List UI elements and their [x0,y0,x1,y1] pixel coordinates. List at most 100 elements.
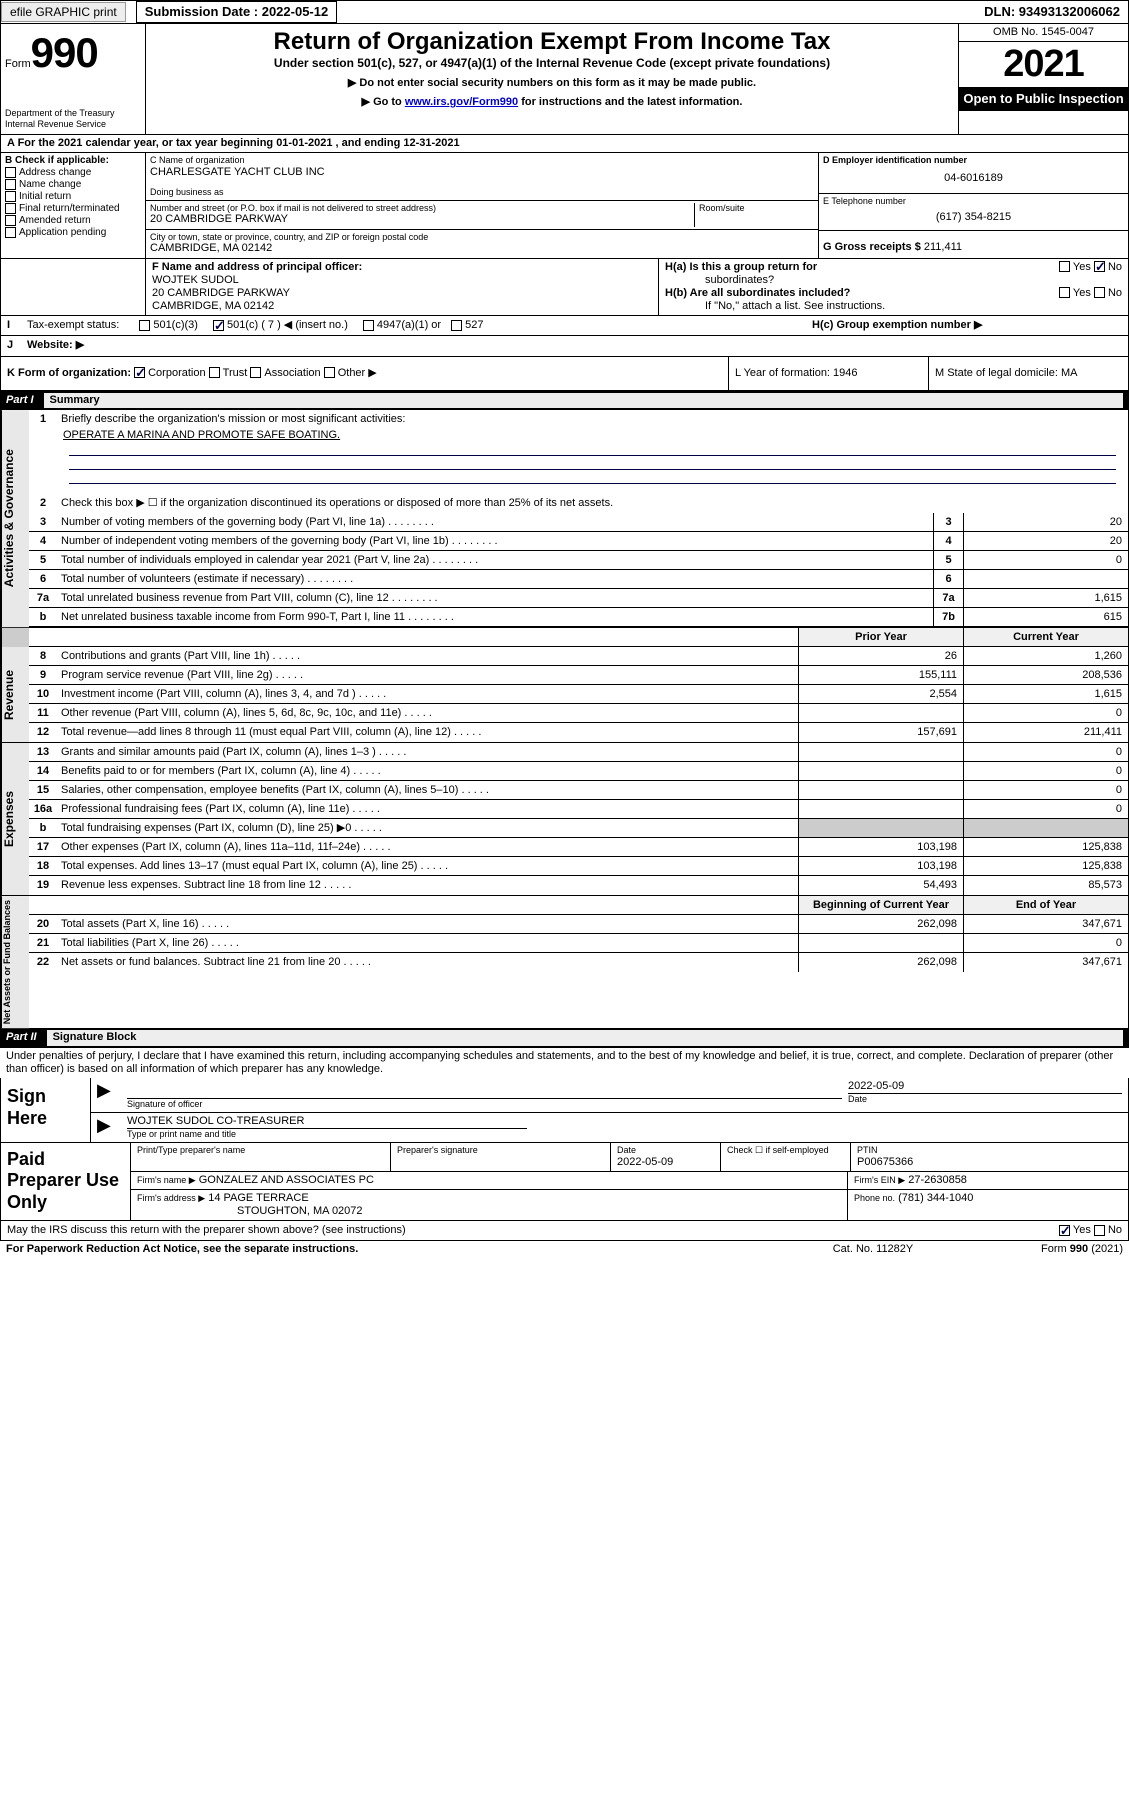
may-irs-no-label: No [1108,1224,1122,1236]
governance-section: Activities & Governance 1 Briefly descri… [0,410,1129,627]
form-number: 990 [31,29,98,76]
prep-ptin-label: PTIN [857,1145,1122,1156]
prep-date-label: Date [617,1145,714,1156]
table-row: 20 Total assets (Part X, line 16) . . . … [29,915,1128,934]
col-de: D Employer identification number 04-6016… [818,153,1128,258]
subtitle: Under section 501(c), 527, or 4947(a)(1)… [150,56,954,70]
sig-date: 2022-05-09 [848,1080,1122,1093]
label-amended-return: Amended return [19,215,91,226]
city-value: CAMBRIDGE, MA 02142 [150,242,814,255]
row-a: A For the 2021 calendar year, or tax yea… [0,135,1129,153]
ha-yes-checkbox[interactable] [1059,261,1070,272]
governance-vert-label: Activities & Governance [1,410,29,627]
table-row: 18 Total expenses. Add lines 13–17 (must… [29,857,1128,876]
form-org-label: K Form of organization: [7,367,131,379]
checkbox-amended-return[interactable] [5,215,16,226]
penalties-text: Under penalties of perjury, I declare th… [0,1048,1129,1078]
efile-print-button[interactable]: efile GRAPHIC print [1,2,126,22]
hb-yes-checkbox[interactable] [1059,287,1070,298]
checkbox-corporation[interactable] [134,367,145,378]
sig-date-label: Date [848,1093,1122,1105]
label-name-change: Name change [19,179,81,190]
main-info-block: B Check if applicable: Address change Na… [0,153,1129,258]
col-b-header: B Check if applicable: [5,155,141,167]
expenses-section: Expenses 13 Grants and similar amounts p… [0,742,1129,895]
table-row: 5 Total number of individuals employed i… [29,551,1128,570]
officer-addr2: CAMBRIDGE, MA 02142 [152,300,652,313]
prep-phone-label: Phone no. [854,1193,895,1203]
checkbox-address-change[interactable] [5,167,16,178]
title-block: Form990 Department of the Treasury Inter… [0,24,1129,135]
note-ssn: ▶ Do not enter social security numbers o… [150,77,954,90]
dept-label: Department of the Treasury [5,108,141,119]
officer-label: F Name and address of principal officer: [152,261,652,274]
label-527: 527 [465,319,483,332]
ha-yes-label: Yes [1073,261,1091,273]
label-trust: Trust [223,367,248,379]
hb-no-checkbox[interactable] [1094,287,1105,298]
checkbox-final-return[interactable] [5,203,16,214]
netassets-section: Net Assets or Fund Balances Beginning of… [0,895,1129,1028]
checkbox-name-change[interactable] [5,179,16,190]
expenses-vert-label: Expenses [1,743,29,895]
table-row: 14 Benefits paid to or for members (Part… [29,762,1128,781]
prep-date-value: 2022-05-09 [617,1156,714,1169]
checkbox-other[interactable] [324,367,335,378]
header-bar: efile GRAPHIC print Submission Date : 20… [0,0,1129,24]
checkbox-application-pending[interactable] [5,227,16,238]
preparer-label: Paid Preparer Use Only [1,1143,131,1221]
firm-addr2: STOUGHTON, MA 02072 [137,1205,841,1218]
officer-name: WOJTEK SUDOL [152,274,652,287]
hb-note: If "No," attach a list. See instructions… [665,300,1122,313]
part2-header: Part II Signature Block [0,1028,1129,1047]
label-4947: 4947(a)(1) or [377,319,441,332]
part1-title: Summary [44,393,1123,408]
officer-name-title: WOJTEK SUDOL CO-TREASURER [127,1115,1122,1128]
checkbox-4947[interactable] [363,320,374,331]
irs-label: Internal Revenue Service [5,119,141,130]
prep-ptin-value: P00675366 [857,1156,1122,1169]
street-value: 20 CAMBRIDGE PARKWAY [150,213,694,226]
table-row: 21 Total liabilities (Part X, line 26) .… [29,934,1128,953]
footer-right-pre: Form [1041,1243,1070,1255]
label-501c3: 501(c)(3) [153,319,198,332]
firm-addr-label: Firm's address ▶ [137,1193,205,1203]
note-link: ▶ Go to www.irs.gov/Form990 for instruct… [150,96,954,109]
label-corporation: Corporation [148,367,205,379]
checkbox-527[interactable] [451,320,462,331]
may-irs-no-checkbox[interactable] [1094,1225,1105,1236]
prep-name-label: Print/Type preparer's name [137,1145,384,1156]
ha-no-checkbox[interactable] [1094,261,1105,272]
checkbox-association[interactable] [250,367,261,378]
table-row: 3 Number of voting members of the govern… [29,513,1128,532]
current-year-header: Current Year [963,628,1128,646]
checkbox-trust[interactable] [209,367,220,378]
table-row: 10 Investment income (Part VIII, column … [29,685,1128,704]
line-2-text: Check this box ▶ ☐ if the organization d… [57,496,1128,511]
submission-date: Submission Date : 2022-05-12 [136,1,338,23]
checkbox-501c[interactable] [213,320,224,331]
firm-addr1: 14 PAGE TERRACE [208,1192,308,1204]
dln-label: DLN: 93493132006062 [976,2,1128,22]
table-row: 6 Total number of volunteers (estimate i… [29,570,1128,589]
revenue-vert-label: Revenue [1,647,29,742]
note-pre: ▶ Go to [362,96,405,108]
table-row: 13 Grants and similar amounts paid (Part… [29,743,1128,762]
table-row: b Net unrelated business taxable income … [29,608,1128,627]
label-501c: 501(c) ( 7 ) ◀ (insert no.) [227,319,348,332]
ha-no-label: No [1108,261,1122,273]
may-irs-text: May the IRS discuss this return with the… [7,1224,1059,1237]
tax-year: 2021 [959,42,1128,88]
checkbox-501c3[interactable] [139,320,150,331]
begin-year-header: Beginning of Current Year [798,896,963,914]
sig-officer-label: Signature of officer [127,1098,842,1110]
end-year-header: End of Year [963,896,1128,914]
firm-name-label: Firm's name ▶ [137,1175,196,1185]
checkbox-initial-return[interactable] [5,191,16,202]
irs-link[interactable]: www.irs.gov/Form990 [405,96,518,108]
table-row: 7a Total unrelated business revenue from… [29,589,1128,608]
line-1-num: 1 [29,413,57,426]
may-irs-yes-checkbox[interactable] [1059,1225,1070,1236]
form-prefix: Form [5,58,31,70]
two-col-header-row: Prior Year Current Year [0,627,1129,647]
